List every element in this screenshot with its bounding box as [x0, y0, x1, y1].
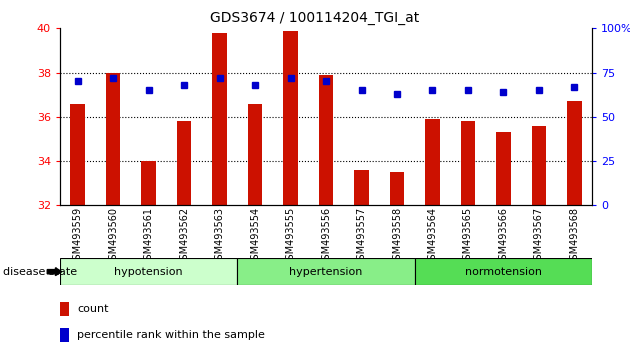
Bar — [415, 258, 592, 285]
Bar — [71, 103, 84, 205]
Text: hypotension: hypotension — [114, 267, 183, 277]
Bar — [355, 170, 369, 205]
Bar — [238, 258, 415, 285]
Bar — [496, 132, 510, 205]
Bar — [212, 33, 227, 205]
Bar — [142, 161, 156, 205]
Text: normotension: normotension — [465, 267, 542, 277]
Bar — [425, 119, 440, 205]
Bar — [106, 73, 120, 205]
Bar — [532, 126, 546, 205]
Text: count: count — [77, 304, 109, 314]
Bar — [390, 172, 404, 205]
Bar — [461, 121, 475, 205]
Text: disease state: disease state — [3, 267, 77, 277]
Text: hypertension: hypertension — [289, 267, 363, 277]
Text: percentile rank within the sample: percentile rank within the sample — [77, 330, 265, 340]
Bar — [177, 121, 191, 205]
Bar — [60, 258, 238, 285]
Bar — [248, 103, 262, 205]
Bar — [568, 101, 581, 205]
Bar — [60, 328, 69, 342]
Text: GDS3674 / 100114204_TGI_at: GDS3674 / 100114204_TGI_at — [210, 11, 420, 25]
Bar — [284, 30, 297, 205]
Bar — [319, 75, 333, 205]
Bar — [60, 302, 69, 316]
